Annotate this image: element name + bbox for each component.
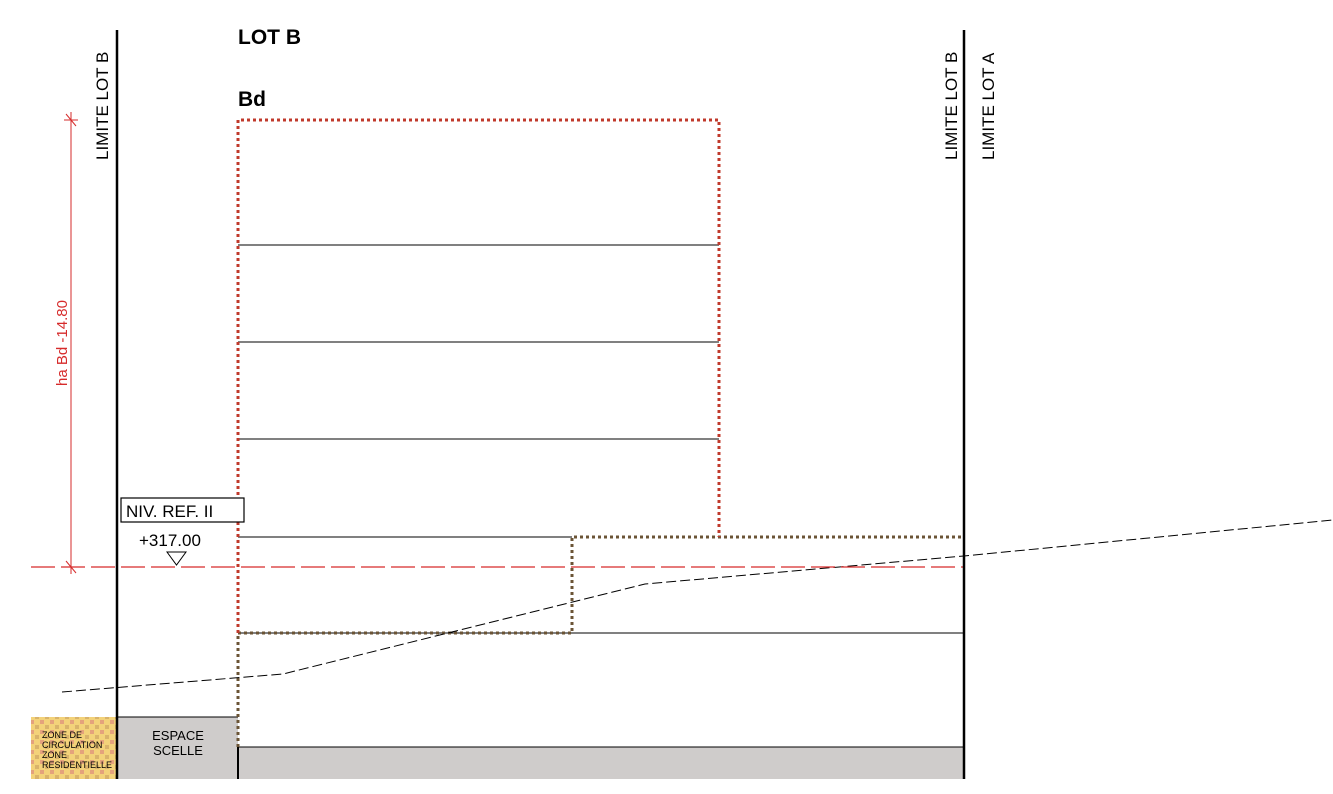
- building-label: Bd: [238, 88, 266, 111]
- zone-line-2: CIRCULATION: [42, 740, 102, 750]
- lot-title: LOT B: [238, 26, 301, 49]
- circulation-zone-hatch: [31, 717, 117, 779]
- zone-line-1: ZONE DE: [42, 730, 82, 740]
- limit-left-label: LIMITE LOT B: [93, 52, 112, 160]
- sealed-space-fill: [117, 717, 238, 779]
- limit-right-b-label: LIMITE LOT B: [942, 52, 961, 160]
- circulation-zone-label: ZONE DE CIRCULATION ZONE RESIDENTIELLE: [42, 730, 112, 770]
- sealed-space-line-1: ESPACE: [152, 728, 204, 743]
- zone-line-4: RESIDENTIELLE: [42, 760, 112, 770]
- terrain-line: [61, 519, 1333, 693]
- sealed-space-line-2: SCELLE: [153, 743, 203, 758]
- zone-line-3: ZONE: [42, 750, 67, 760]
- height-dimension: [64, 112, 78, 574]
- limit-right-a-label: LIMITE LOT A: [979, 52, 998, 160]
- underground-envelope: [236, 535, 964, 747]
- floor-lines: [238, 244, 964, 634]
- building-envelope: [236, 118, 721, 633]
- height-dimension-label: ha Bd -14.80: [54, 300, 71, 386]
- ground-slab: [238, 747, 964, 779]
- level-marker-icon: [166, 551, 187, 566]
- reference-label: NIV. REF. II: [126, 502, 213, 521]
- reference-label-box: [120, 497, 245, 523]
- reference-elevation: +317.00: [139, 531, 201, 550]
